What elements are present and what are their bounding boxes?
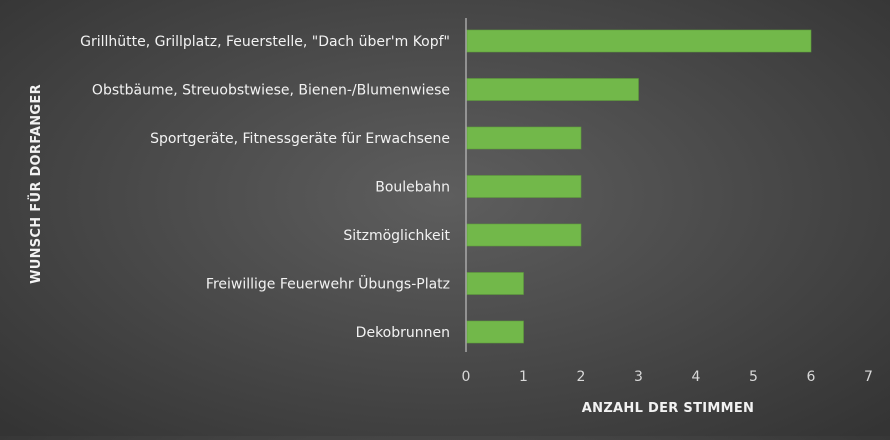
- category-label-1: Grillhütte, Grillplatz, Feuerstelle, "Da…: [80, 34, 450, 50]
- x-axis-title: ANZAHL DER STIMMEN: [582, 401, 754, 416]
- x-tick-labels: 0 1 2 3 4 5 6 7: [462, 369, 873, 385]
- x-tick-label-2: 2: [577, 369, 586, 385]
- x-tick-label-7: 7: [864, 369, 873, 385]
- category-label-7: Dekobrunnen: [356, 325, 450, 341]
- bar-5: [466, 223, 582, 247]
- bar-1: [466, 29, 812, 53]
- category-label-4: Boulebahn: [375, 180, 450, 196]
- x-tick-label-1: 1: [519, 369, 528, 385]
- category-labels: Grillhütte, Grillplatz, Feuerstelle, "Da…: [80, 34, 450, 341]
- bar-3: [466, 126, 582, 150]
- y-axis-title: WUNSCH FÜR DORFANGER: [28, 84, 44, 284]
- x-tick-label-0: 0: [462, 369, 471, 385]
- bar-7: [466, 320, 524, 344]
- x-tick-label-4: 4: [692, 369, 701, 385]
- bar-4: [466, 175, 582, 198]
- x-tick-label-6: 6: [807, 369, 816, 385]
- x-tick-label-5: 5: [749, 369, 758, 385]
- bar-2: [466, 78, 639, 101]
- bars-layer: [466, 29, 812, 344]
- category-label-3: Sportgeräte, Fitnessgeräte für Erwachsen…: [150, 131, 450, 147]
- category-label-5: Sitzmöglichkeit: [343, 228, 450, 244]
- x-tick-label-3: 3: [634, 369, 643, 385]
- category-label-6: Freiwillige Feuerwehr Übungs-Platz: [206, 275, 450, 293]
- bar-6: [466, 272, 524, 295]
- category-label-2: Obstbäume, Streuobstwiese, Bienen-/Blume…: [92, 83, 450, 99]
